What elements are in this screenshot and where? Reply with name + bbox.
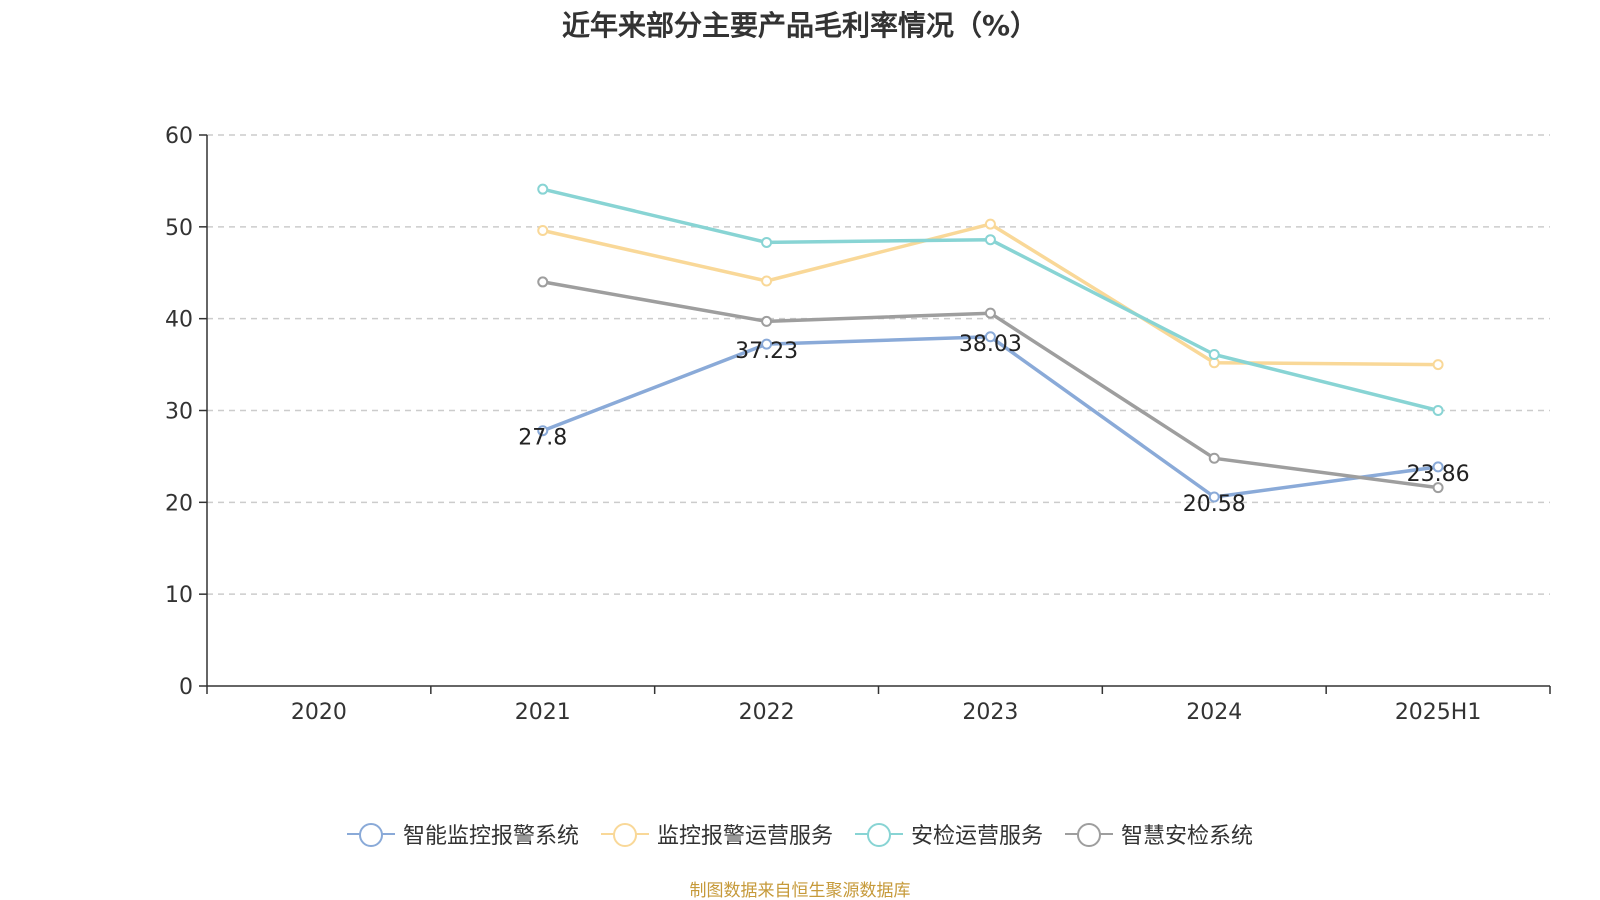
- data-label: 27.8: [518, 426, 567, 451]
- y-tick-label: 50: [165, 216, 193, 241]
- chart-title: 近年来部分主要产品毛利率情况（%）: [561, 9, 1039, 42]
- legend-label: 智能监控报警系统: [402, 824, 579, 849]
- data-point: [1432, 482, 1444, 494]
- legend-marker-icon: [1065, 823, 1114, 847]
- x-tick-label: 2025H1: [1395, 700, 1482, 725]
- legend-item[interactable]: 监控报警运营服务: [600, 818, 833, 850]
- legend-item[interactable]: 智慧安检系统: [1065, 818, 1253, 850]
- data-point: [537, 225, 549, 237]
- data-label: 38.03: [959, 332, 1022, 357]
- series: [537, 183, 1444, 503]
- data-point: [1208, 491, 1220, 503]
- data-point: [537, 425, 549, 437]
- legend-marker-icon: [346, 823, 395, 847]
- legend-item[interactable]: 智能监控报警系统: [346, 818, 579, 850]
- data-point: [761, 275, 773, 287]
- source-note: 制图数据来自恒生聚源数据库: [689, 881, 911, 900]
- data-point: [761, 236, 773, 248]
- data-label: 23.86: [1407, 462, 1470, 487]
- data-point: [984, 331, 996, 343]
- legend-item[interactable]: 安检运营服务: [855, 818, 1043, 850]
- x-tick-label: 2021: [515, 700, 571, 725]
- data-labels: 27.8 37.23 38.03 20.58 23.86: [518, 332, 1469, 517]
- y-tick-label: 60: [165, 124, 193, 149]
- data-point: [1208, 452, 1220, 464]
- legend-marker-icon: [855, 823, 903, 847]
- legend-label: 安检运营服务: [911, 824, 1044, 849]
- data-point: [1208, 348, 1220, 360]
- data-point: [1432, 461, 1444, 473]
- legend-label: 智慧安检系统: [1121, 824, 1254, 849]
- x-tick-label: 2024: [1186, 700, 1242, 725]
- data-point: [984, 218, 996, 230]
- x-tick-label: 2020: [291, 700, 347, 725]
- axes: 0 10 20 30 40 50 60 2020 2021 2022 2023 2024 2025H1: [165, 124, 1551, 725]
- legend-label: 监控报警运营服务: [656, 824, 833, 849]
- data-point: [1432, 405, 1444, 416]
- y-tick-label: 40: [165, 308, 193, 333]
- y-tick-label: 10: [165, 583, 193, 608]
- x-tick-label: 2022: [739, 700, 795, 725]
- data-point: [1432, 359, 1444, 371]
- legend: 智能监控报警系统 监控报警运营服务 安检运营服务 智慧安检系统: [0, 818, 1600, 850]
- y-tick-label: 20: [165, 491, 193, 516]
- data-point: [761, 338, 773, 350]
- data-point: [537, 276, 549, 288]
- legend-marker-icon: [600, 823, 649, 847]
- data-point: [984, 307, 996, 319]
- data-point: [761, 315, 773, 327]
- data-point: [984, 234, 996, 246]
- x-tick-label: 2023: [962, 700, 1018, 725]
- y-tick-label: 0: [179, 675, 193, 700]
- data-label: 37.23: [735, 339, 798, 364]
- series-line-1: [542, 335, 1439, 499]
- y-tick-label: 30: [165, 400, 193, 425]
- data-label: 20.58: [1183, 492, 1246, 517]
- data-point: [537, 183, 549, 195]
